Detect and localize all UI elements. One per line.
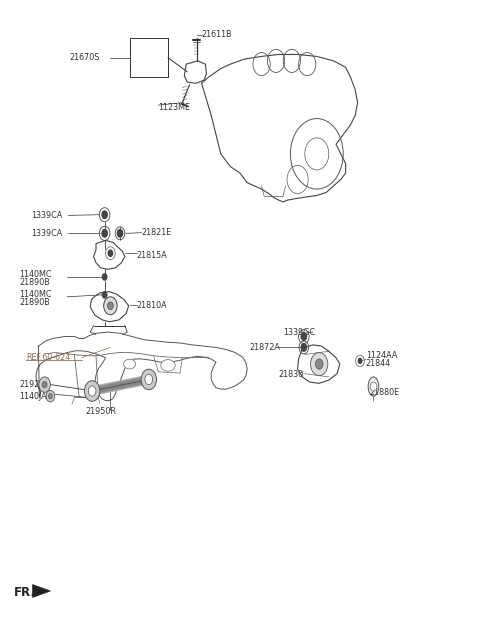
Circle shape <box>358 358 362 364</box>
Circle shape <box>370 382 377 391</box>
Text: REF.60-624: REF.60-624 <box>26 353 71 362</box>
Text: 21815A: 21815A <box>137 251 168 260</box>
Circle shape <box>300 332 307 341</box>
Circle shape <box>300 343 307 352</box>
Text: 1339GC: 1339GC <box>283 328 315 337</box>
Text: 1140MC: 1140MC <box>19 270 52 279</box>
Circle shape <box>108 249 113 257</box>
Text: 1140JA: 1140JA <box>19 392 47 401</box>
Circle shape <box>39 377 50 392</box>
Text: 21830: 21830 <box>278 370 303 379</box>
Circle shape <box>101 229 108 238</box>
Ellipse shape <box>368 377 379 396</box>
Text: 1339CA: 1339CA <box>31 229 62 238</box>
Text: 1123ME: 1123ME <box>158 103 191 112</box>
Circle shape <box>42 381 47 388</box>
Text: FR.: FR. <box>13 586 36 599</box>
Polygon shape <box>33 585 50 597</box>
Ellipse shape <box>124 359 136 369</box>
Text: 21880E: 21880E <box>370 388 400 397</box>
Circle shape <box>101 210 108 219</box>
Text: 21821E: 21821E <box>142 228 172 237</box>
Circle shape <box>104 297 117 315</box>
Circle shape <box>117 229 123 238</box>
Text: 21670S: 21670S <box>70 53 100 62</box>
Circle shape <box>145 374 153 385</box>
Text: 21844: 21844 <box>366 359 391 368</box>
Circle shape <box>315 359 323 369</box>
Text: 21890B: 21890B <box>19 298 50 307</box>
Circle shape <box>311 353 328 376</box>
Circle shape <box>84 381 100 401</box>
Circle shape <box>102 291 108 299</box>
Text: 21950R: 21950R <box>85 407 116 416</box>
Circle shape <box>48 394 52 399</box>
Text: 1124AA: 1124AA <box>366 351 397 360</box>
Circle shape <box>46 390 55 402</box>
Text: 1339CA: 1339CA <box>31 211 62 220</box>
Circle shape <box>141 369 156 390</box>
Text: 21872A: 21872A <box>250 343 280 352</box>
Circle shape <box>108 302 113 310</box>
Text: 1140MC: 1140MC <box>19 290 52 299</box>
Text: 21611B: 21611B <box>202 30 232 39</box>
Circle shape <box>102 273 108 281</box>
Text: 21810A: 21810A <box>137 301 168 310</box>
Text: 21890B: 21890B <box>19 278 50 287</box>
Ellipse shape <box>161 360 175 371</box>
Text: 21920: 21920 <box>19 380 45 389</box>
Circle shape <box>88 386 96 396</box>
